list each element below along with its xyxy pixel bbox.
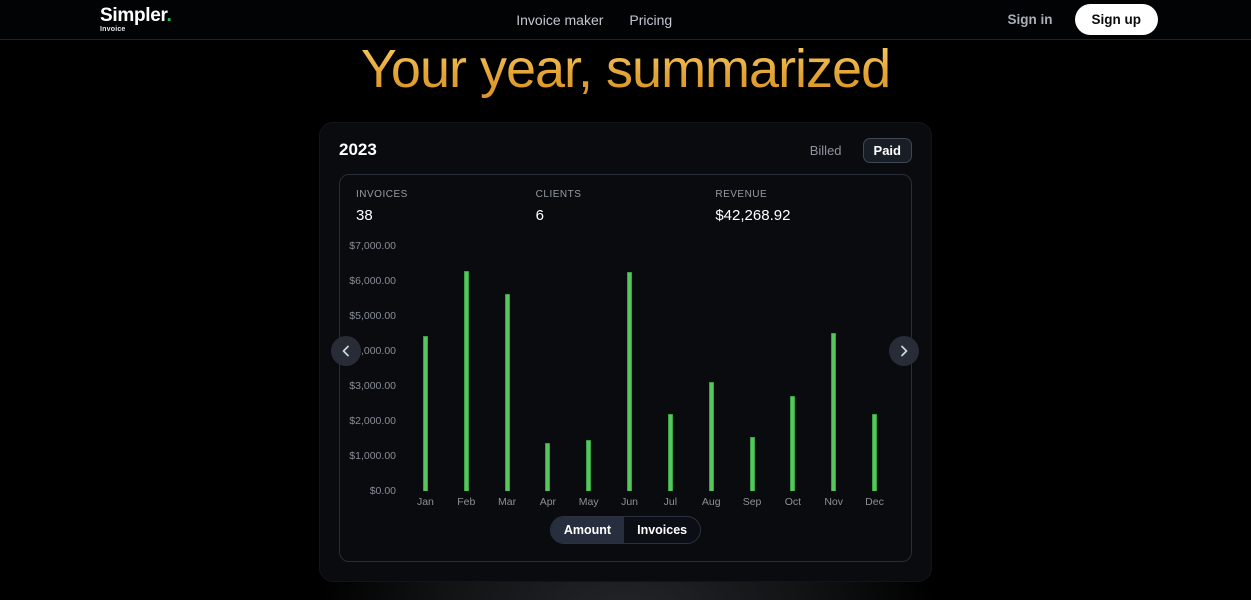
stat-value: 6: [535, 207, 545, 225]
card-header: 2023 Billed Paid: [339, 136, 912, 164]
year-summary-card: 2023 Billed Paid INVOICES 38 CLIENTS 6 REVENU…: [319, 122, 932, 583]
logo-subtitle: Invoice: [100, 26, 126, 33]
stat-invoices: INVOICES 38: [356, 189, 536, 224]
x-tick-oct: Oct: [784, 496, 802, 509]
stat-label: CLIENTS: [535, 189, 582, 201]
y-tick-label: $6,000.00: [349, 275, 396, 288]
chart-panel: INVOICES 38 CLIENTS 6 REVENUE $42,268.92 $7,0…: [339, 174, 912, 563]
chevron-right-icon: [901, 345, 908, 357]
stats-row: INVOICES 38 CLIENTS 6 REVENUE $42,268.92: [356, 189, 895, 224]
x-tick-jan: Jan: [416, 496, 434, 509]
bar-nov: [831, 332, 837, 492]
bar-may: [586, 440, 592, 492]
bar-column-jun: [609, 246, 650, 492]
bar-column-aug: [691, 246, 732, 492]
year-label: 2023: [339, 140, 377, 160]
bar-jun: [627, 271, 633, 492]
y-tick-label: $1,000.00: [349, 450, 396, 463]
x-tick-mar: Mar: [498, 496, 517, 509]
logo-dot: .: [166, 5, 172, 26]
y-tick-label: $3,000.00: [349, 380, 396, 393]
y-tick-label: $0.00: [369, 485, 396, 498]
y-tick-label: $4,000.00: [349, 345, 396, 358]
bar-sep: [749, 436, 755, 492]
x-tick-feb: Feb: [457, 496, 476, 509]
stat-label: INVOICES: [356, 189, 408, 201]
x-tick-jun: Jun: [621, 496, 639, 509]
chart-plot-area: [405, 246, 895, 492]
x-tick-aug: Aug: [701, 496, 721, 509]
stat-revenue: REVENUE $42,268.92: [715, 189, 895, 224]
bar-dec: [872, 414, 878, 492]
billed-paid-filter: Billed Paid: [799, 137, 912, 163]
x-tick-jul: Jul: [663, 496, 678, 509]
bar-column-may: [568, 246, 609, 492]
stat-clients: CLIENTS 6: [536, 189, 716, 224]
sign-in-link[interactable]: Sign in: [1007, 12, 1053, 27]
x-tick-nov: Nov: [824, 496, 844, 509]
logo-text: Simpler: [100, 5, 167, 26]
page-title: Your year, summarized: [0, 39, 1251, 99]
nav-actions: Sign in Sign up: [1007, 4, 1158, 35]
chevron-left-icon: [342, 345, 349, 357]
nav-links: Invoice maker Pricing: [516, 12, 672, 28]
chart-y-axis: $7,000.00 $6,000.00 $5,000.00 $4,000.00 $3,0…: [349, 240, 405, 497]
toggle-invoices-button[interactable]: Invoices: [624, 517, 700, 543]
stat-value: $42,268.92: [715, 207, 791, 225]
bar-column-apr: [527, 246, 568, 492]
x-tick-apr: Apr: [539, 496, 557, 509]
nav-link-invoice-maker[interactable]: Invoice maker: [516, 11, 604, 28]
logo[interactable]: Simpler. Invoice: [100, 6, 172, 33]
top-navigation: Simpler. Invoice Invoice maker Pricing Si…: [0, 0, 1251, 40]
bar-jul: [667, 414, 673, 492]
bar-column-jan: [405, 246, 446, 492]
bar-column-sep: [732, 246, 773, 492]
bar-apr: [545, 443, 551, 492]
y-tick-label: $7,000.00: [349, 240, 396, 253]
stat-label: REVENUE: [715, 189, 768, 201]
toggle-row: Amount Invoices: [356, 516, 895, 545]
stat-value: 38: [356, 207, 373, 225]
bar-oct: [790, 395, 796, 492]
bar-column-feb: [446, 246, 487, 492]
y-tick-label: $5,000.00: [349, 310, 396, 323]
next-year-button[interactable]: [889, 336, 919, 367]
filter-billed-button[interactable]: Billed: [799, 138, 853, 163]
filter-paid-button[interactable]: Paid: [862, 137, 912, 163]
prev-year-button[interactable]: [331, 336, 361, 367]
bar-feb: [463, 270, 469, 492]
x-tick-dec: Dec: [865, 496, 884, 509]
bar-aug: [708, 382, 714, 492]
chart-x-axis: Jan Feb Mar Apr May Jun Jul Aug Sep Oct Nov Dec: [405, 496, 895, 508]
x-tick-may: May: [578, 496, 599, 509]
bar-mar: [504, 294, 510, 492]
x-tick-sep: Sep: [742, 496, 762, 509]
nav-link-pricing[interactable]: Pricing: [629, 11, 673, 28]
y-tick-label: $2,000.00: [349, 415, 396, 428]
bar-column-mar: [487, 246, 528, 492]
bar-column-nov: [813, 246, 854, 492]
bar-column-dec: [854, 246, 895, 492]
toggle-amount-button[interactable]: Amount: [550, 517, 625, 544]
bar-chart: $7,000.00 $6,000.00 $5,000.00 $4,000.00 $3,0…: [349, 240, 895, 497]
bar-jan: [422, 335, 428, 492]
bar-column-oct: [772, 246, 813, 492]
amount-invoices-toggle: Amount Invoices: [549, 516, 702, 545]
logo-wordmark: Simpler.: [100, 6, 172, 25]
bar-column-jul: [650, 246, 691, 492]
sign-up-button[interactable]: Sign up: [1074, 4, 1158, 35]
